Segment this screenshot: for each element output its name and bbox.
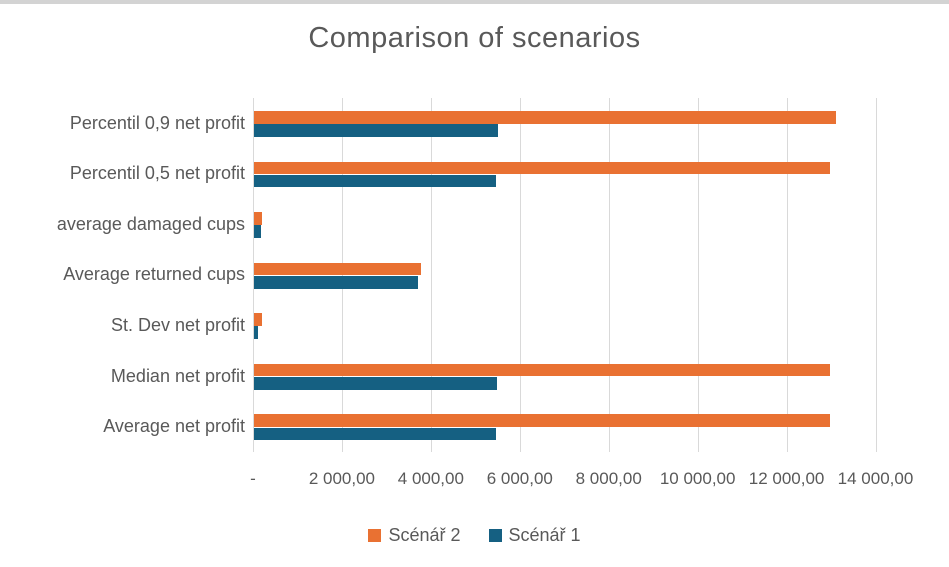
bar-sc-n-2	[254, 262, 422, 276]
x-tick-label: 2 000,00	[308, 469, 376, 488]
x-tick-label: -	[250, 469, 256, 488]
category-label: Average net profit	[103, 416, 245, 437]
plot-area	[253, 98, 949, 452]
x-tick-label: 14 000,00	[837, 469, 914, 488]
x-tick-label: 12 000,00	[748, 469, 825, 488]
category-label: Median net profit	[110, 365, 245, 386]
bar-sc-n-2	[254, 313, 263, 326]
bar-sc-n-2	[254, 111, 837, 124]
legend-swatch	[368, 529, 382, 542]
legend-swatch	[488, 529, 502, 542]
bar-sc-n-1	[254, 225, 262, 238]
gridline	[520, 98, 521, 452]
value-axis: - 2 000,00 4 000,00 6 000,00 8 000,00 10 000,…	[0, 469, 949, 491]
gridline	[698, 98, 699, 452]
bar-sc-n-1	[254, 427, 497, 441]
category-label: Percentil 0,5 net profit	[69, 163, 245, 184]
bar-sc-n-1	[254, 377, 497, 390]
category-label: average damaged cups	[56, 213, 245, 234]
value-axis-line	[253, 98, 254, 452]
gridline	[431, 98, 432, 452]
gridline	[876, 98, 877, 452]
bar-sc-n-2	[254, 414, 830, 428]
legend: Scénář 2 Scénář 1	[0, 525, 949, 546]
bar-sc-n-1	[254, 275, 419, 289]
x-tick-label: 10 000,00	[659, 469, 736, 488]
gridline	[787, 98, 788, 452]
category-label: Average returned cups	[63, 264, 245, 285]
x-tick-label: 6 000,00	[486, 469, 553, 488]
bar-sc-n-2	[254, 363, 830, 377]
bar-sc-n-1	[254, 326, 258, 340]
legend-item: Scénář 2	[368, 525, 461, 546]
legend-label: Scénář 2	[388, 525, 461, 545]
category-axis: Percentil 0,9 net profit Percentil 0,5 ne…	[0, 98, 245, 452]
window-top-edge	[0, 0, 949, 4]
category-label: St. Dev net profit	[110, 315, 245, 336]
chart-title: Comparison of scenarios	[308, 22, 641, 54]
bar-sc-n-2	[254, 161, 830, 175]
category-label: Percentil 0,9 net profit	[69, 112, 245, 133]
bar-sc-n-1	[254, 174, 496, 188]
legend-label: Scénář 1	[508, 525, 581, 545]
x-tick-label: 4 000,00	[397, 469, 464, 488]
gridline	[609, 98, 610, 452]
x-tick-label: 8 000,00	[575, 469, 642, 488]
bar-sc-n-2	[254, 212, 262, 225]
legend-item: Scénář 1	[488, 525, 581, 546]
bar-sc-n-1	[254, 124, 499, 137]
